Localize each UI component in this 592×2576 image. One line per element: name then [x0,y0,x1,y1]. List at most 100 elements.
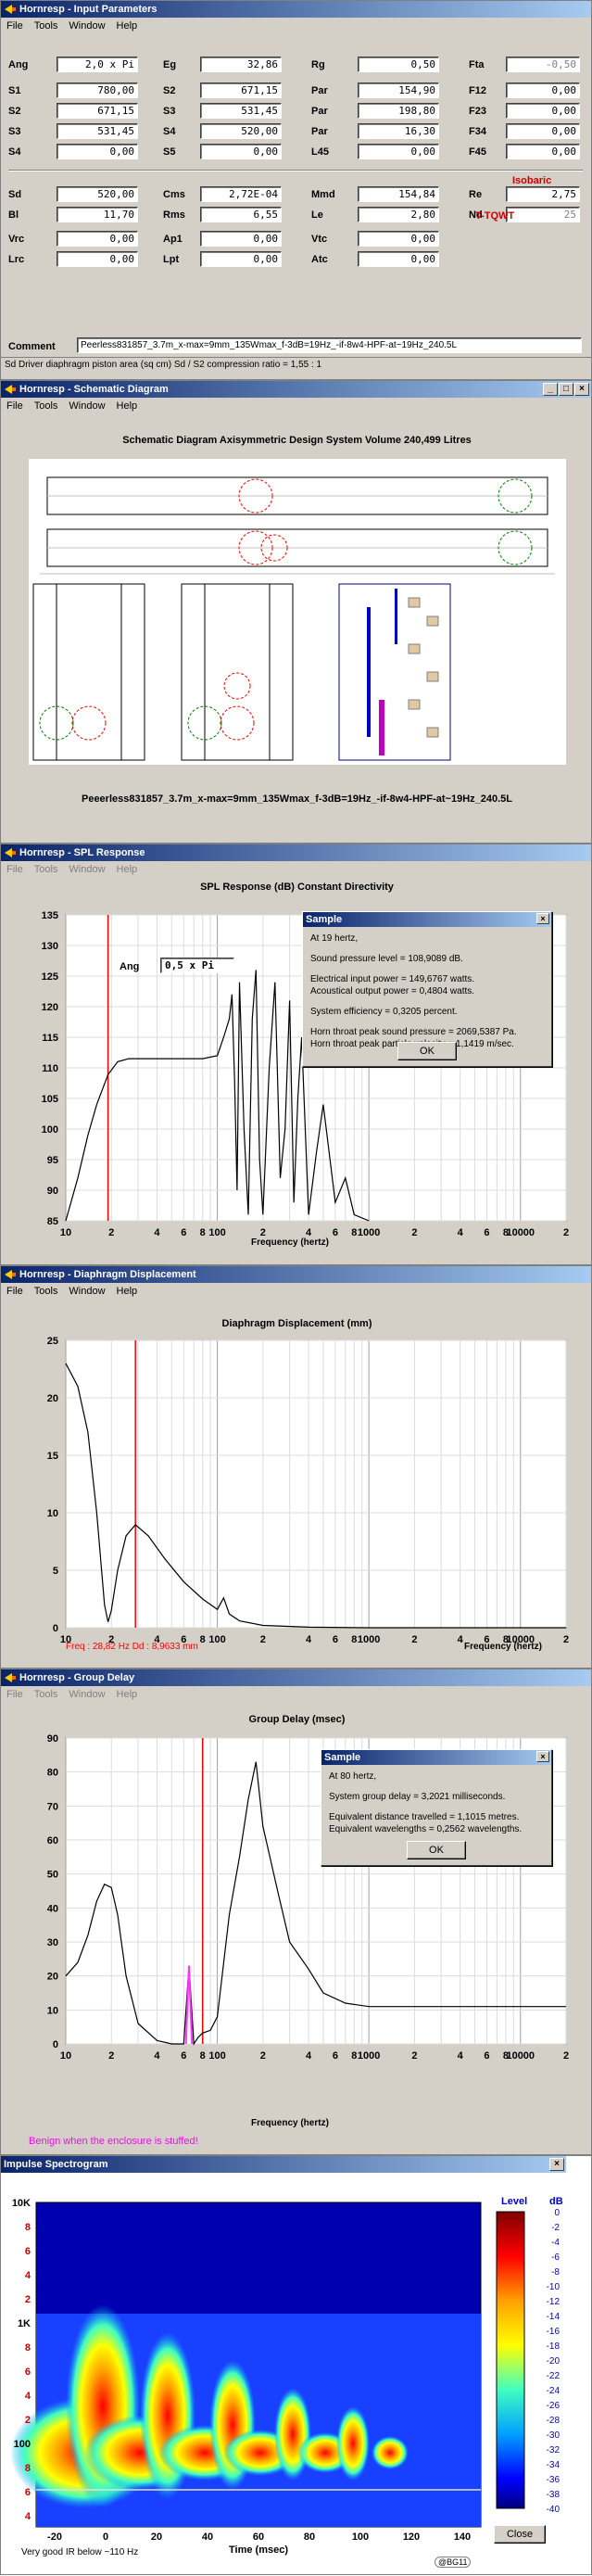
title-bar[interactable]: Hornresp - SPL Response [1,844,591,861]
param-field[interactable]: 0,00 [506,144,580,159]
param-field[interactable]: 0,00 [57,231,138,247]
minimize-button[interactable]: _ [543,383,558,396]
menu-window[interactable]: Window [69,400,106,412]
param-label: F45 [469,146,486,158]
title-bar[interactable]: Hornresp - Diaphragm Displacement [1,1266,591,1283]
param-field[interactable]: 671,15 [200,82,282,98]
menu-tools[interactable]: Tools [33,864,58,875]
menu-file[interactable]: File [6,20,23,32]
param-field[interactable]: 154,90 [358,82,439,98]
x-tick-label: 4 [458,2050,464,2062]
y-tick-label: 8 [25,2342,31,2354]
x-tick-label: 2 [260,1634,266,1645]
menu-help[interactable]: Help [116,864,138,875]
param-field[interactable]: 0,00 [200,251,282,267]
param-field[interactable]: 0,00 [200,231,282,247]
param-field[interactable]: 0,00 [57,251,138,267]
x-tick-label: 2 [260,1227,266,1238]
comment-field[interactable]: Peerless831857_3.7m_x-max=9mm_135Wmax_f-… [77,337,582,353]
param-field[interactable]: 671,15 [57,103,138,119]
x-tick-label: 4 [306,2050,312,2062]
menu-help[interactable]: Help [116,1689,138,1700]
param-field[interactable]: 0,00 [358,231,439,247]
param-field[interactable]: 0,50 [358,57,439,72]
param-field[interactable]: 0,00 [200,144,282,159]
param-field[interactable]: 2,75 [506,186,580,202]
x-tick-label: 120 [403,2532,420,2543]
x-tick-label: 1000 [358,1227,380,1238]
menu-window[interactable]: Window [69,1286,106,1297]
title-bar[interactable]: Hornresp - Group Delay [1,1669,591,1686]
menu-help[interactable]: Help [116,20,138,32]
menu-tools[interactable]: Tools [33,20,58,32]
menu-help[interactable]: Help [116,400,138,412]
x-tick-label: 60 [253,2532,264,2543]
param-field[interactable]: 531,45 [57,123,138,139]
title-bar[interactable]: Impulse Spectrogram × [1,2156,566,2173]
param-field[interactable]: 6,55 [200,207,282,222]
menu-file[interactable]: File [6,400,23,412]
menu-file[interactable]: File [6,1286,23,1297]
close-button[interactable]: Close [494,2525,546,2544]
ang-field[interactable]: 0,5 x Pi [160,958,234,973]
menu-file[interactable]: File [6,864,23,875]
param-field[interactable]: 2,80 [358,207,439,222]
param-label: S5 [163,146,176,158]
param-field[interactable]: 780,00 [57,82,138,98]
level-tick-label: -40 [547,2505,561,2515]
close-button[interactable]: × [549,2158,564,2171]
menu-tools[interactable]: Tools [33,400,58,412]
close-button[interactable]: × [574,383,589,396]
x-tick-label: 2 [563,1634,569,1645]
x-tick-label: 8 [503,1634,509,1645]
param-field[interactable]: 0,00 [57,144,138,159]
param-field[interactable]: 520,00 [57,186,138,202]
menu-tools[interactable]: Tools [33,1286,58,1297]
param-field[interactable]: 16,30 [358,123,439,139]
dialog-close-button[interactable]: × [536,913,549,924]
ok-button[interactable]: OK [407,1841,466,1859]
x-tick-label: 4 [154,1227,160,1238]
param-field[interactable]: 0,00 [358,251,439,267]
x-tick-label: 8 [351,2050,357,2062]
param-field[interactable]: 25 [506,207,580,222]
title-bar[interactable]: Hornresp - Schematic Diagram _ □ × [1,381,591,398]
menu-window[interactable]: Window [69,1689,106,1700]
param-field[interactable]: 32,86 [200,57,282,72]
param-field[interactable]: -0,50 [506,57,580,72]
param-field[interactable]: 531,45 [200,103,282,119]
param-field[interactable]: 0,00 [506,82,580,98]
param-field[interactable]: 2,0 x Pi [57,57,138,72]
x-tick-label: 10 [60,2050,71,2062]
maximize-button[interactable]: □ [559,383,573,396]
param-field[interactable]: 154,84 [358,186,439,202]
param-label: Vtc [311,234,328,245]
hornresp-icon [4,846,17,859]
param-field[interactable]: 0,00 [506,103,580,119]
x-tick-label: 8 [200,2050,206,2062]
y-tick-label: 20 [47,1393,58,1404]
y-tick-label: 0 [53,1623,58,1634]
menu-tools[interactable]: Tools [33,1689,58,1700]
y-tick-label: 10 [47,1508,58,1519]
x-tick-label: 2 [108,2050,114,2062]
dialog-close-button[interactable]: × [536,1751,549,1762]
param-field[interactable]: 520,00 [200,123,282,139]
param-field[interactable]: 0,00 [506,123,580,139]
param-field[interactable]: 0,00 [358,144,439,159]
param-field[interactable]: 11,70 [57,207,138,222]
dialog-line: Electrical input power = 149,6767 watts. [310,974,475,984]
param-field[interactable]: 2,72E-04 [200,186,282,202]
menu-window[interactable]: Window [69,20,106,32]
param-label: S2 [163,85,176,96]
y-tick-label: 40 [47,1903,58,1914]
menu-file[interactable]: File [6,1689,23,1700]
menu-window[interactable]: Window [69,864,106,875]
y-tick-label: 0 [53,2039,58,2050]
ok-button[interactable]: OK [397,1042,457,1060]
plot-area [65,1339,567,1629]
param-field[interactable]: 198,80 [358,103,439,119]
level-tick-label: -4 [551,2238,560,2248]
menu-help[interactable]: Help [116,1286,138,1297]
title-bar[interactable]: Hornresp - Input Parameters [1,1,591,18]
